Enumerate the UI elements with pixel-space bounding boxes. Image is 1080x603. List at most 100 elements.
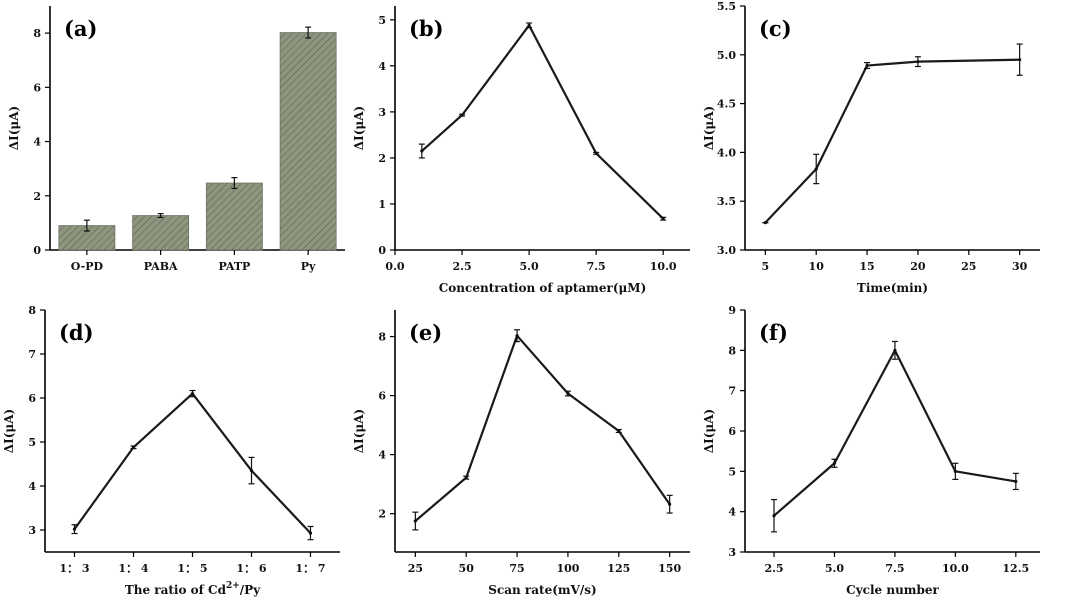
- x-tick-label: PABA: [144, 260, 178, 273]
- x-tick-label: 10.0: [650, 260, 677, 273]
- x-tick-label: 5: [762, 260, 770, 273]
- data-point: [72, 527, 77, 531]
- y-tick-label: 7: [728, 385, 736, 398]
- y-tick-label: 4: [378, 60, 386, 73]
- chart-panel-a: 0 2 4 6 8 ΔI(μA) (a) O-PD PABA PATP Py: [7, 6, 345, 273]
- x-tick-label: 7.5: [885, 562, 904, 575]
- y-tick-label: 5: [728, 465, 736, 478]
- x-axis-label-tail: /Py: [240, 583, 261, 597]
- chart-panel-d: 3 4 5 6 7 8 ΔI(μA) (d) 1： 3 1： 4 1： 5 1： 6 1： 7 The r…: [2, 304, 340, 597]
- panel-label: (d): [59, 320, 94, 345]
- x-tick-label: 30: [1012, 260, 1028, 273]
- y-tick-label: 3.5: [717, 195, 736, 208]
- y-tick-label: 4.0: [717, 146, 736, 159]
- chart-panel-e: 2 4 6 8 ΔI(μA) (e) 25 50 75 100 125 150 Scan rate(mV…: [352, 310, 690, 597]
- x-tick-label: O-PD: [71, 260, 104, 273]
- series-line: [764, 58, 1020, 224]
- y-axis-label: ΔI(μA): [7, 106, 21, 150]
- y-tick-label: 8: [28, 304, 36, 317]
- x-axis-label: Concentration of aptamer(μM): [439, 281, 647, 295]
- y-tick-label: 2: [378, 152, 386, 165]
- x-tick-label: 20: [910, 260, 926, 273]
- data-point: [527, 23, 531, 27]
- y-tick-label: 6: [28, 392, 36, 405]
- x-tick-label: 10.0: [942, 562, 969, 575]
- y-axis-label: ΔI(μA): [702, 409, 716, 453]
- x-tick-label: 7.5: [587, 260, 606, 273]
- y-tick-label: 4: [728, 506, 736, 519]
- x-tick-label: 2.5: [764, 562, 783, 575]
- y-tick-label: 2: [33, 190, 41, 203]
- x-axis-label-sup: 2+: [226, 581, 240, 591]
- x-tick-label: 75: [509, 562, 524, 575]
- data-point: [249, 469, 254, 473]
- data-point: [460, 113, 464, 117]
- x-axis-label-text: Scan rate(mV/s): [488, 583, 596, 597]
- y-axis-label: ΔI(μA): [2, 409, 16, 453]
- x-tick-label: 15: [859, 260, 874, 273]
- y-tick-label: 7: [28, 348, 36, 361]
- x-axis-label-text: Concentration of aptamer(μM): [439, 281, 647, 295]
- x-tick-label: 1： 7: [295, 562, 325, 575]
- data-point: [1014, 479, 1018, 484]
- data-point: [413, 519, 417, 523]
- x-axis-label: The ratio of Cd2+/Py: [125, 581, 261, 597]
- x-axis-label: Cycle number: [846, 583, 939, 597]
- data-point: [893, 348, 897, 352]
- data-point: [594, 151, 598, 155]
- y-tick-label: 4: [28, 480, 36, 493]
- panel-label: (c): [759, 16, 792, 41]
- chart-panel-c: 3.0 3.5 4.0 4.5 5.0 5.5 ΔI(μA) (c) 5 10 15 20 25 30 Ti…: [702, 0, 1040, 295]
- data-point: [668, 502, 672, 506]
- data-point: [190, 392, 195, 396]
- x-tick-label: 25: [408, 562, 423, 575]
- y-tick-label: 6: [33, 81, 41, 94]
- bar: [132, 215, 190, 251]
- data-point: [617, 429, 621, 433]
- y-tick-label: 5: [28, 436, 36, 449]
- bar: [205, 182, 263, 251]
- y-axis-label: ΔI(μA): [702, 106, 716, 150]
- y-tick-label: 8: [378, 331, 386, 344]
- y-tick-label: 5.5: [717, 0, 736, 13]
- y-tick-label: 9: [728, 304, 736, 317]
- data-point: [131, 445, 136, 449]
- data-point: [832, 461, 837, 465]
- data-point: [515, 334, 519, 338]
- chart-panel-b: 0 1 2 3 4 5 ΔI(μA) (b) 0.0 2.5 5.0 7.5 10.0Concentra…: [352, 6, 690, 295]
- x-tick-label: 5.0: [520, 260, 539, 273]
- y-axis-label: ΔI(μA): [352, 409, 366, 453]
- y-tick-label: 0: [33, 244, 41, 257]
- x-axis-label-text: Cycle number: [846, 583, 939, 597]
- data-point: [772, 514, 776, 518]
- y-tick-label: 3.0: [717, 244, 736, 257]
- x-tick-label: 100: [556, 562, 579, 575]
- data-point: [308, 531, 313, 535]
- series-line: [414, 334, 671, 522]
- panel-label: (e): [409, 320, 442, 345]
- x-tick-label: 150: [658, 562, 681, 575]
- data-point: [1018, 58, 1022, 62]
- x-tick-label: 1： 4: [118, 562, 148, 575]
- x-tick-label: PATP: [218, 260, 250, 273]
- x-tick-label: 2.5: [452, 260, 471, 273]
- series-line: [73, 392, 312, 534]
- y-tick-label: 4.5: [717, 98, 736, 111]
- x-tick-label: 12.5: [1002, 562, 1029, 575]
- x-axis-label: Time(min): [857, 281, 928, 295]
- panel-label: (f): [759, 320, 788, 345]
- x-tick-label: 10: [809, 260, 825, 273]
- x-axis-label-text: The ratio of Cd: [125, 583, 227, 597]
- y-tick-label: 1: [378, 198, 386, 211]
- x-tick-label: 1： 6: [236, 562, 266, 575]
- y-tick-label: 6: [378, 390, 386, 403]
- y-tick-label: 3: [28, 524, 36, 537]
- data-point: [420, 149, 424, 153]
- data-point: [916, 60, 920, 64]
- data-point: [814, 167, 818, 171]
- y-tick-label: 3: [728, 546, 736, 559]
- data-point: [763, 221, 767, 225]
- y-axis-label: ΔI(μA): [352, 106, 366, 150]
- series-line: [421, 24, 664, 220]
